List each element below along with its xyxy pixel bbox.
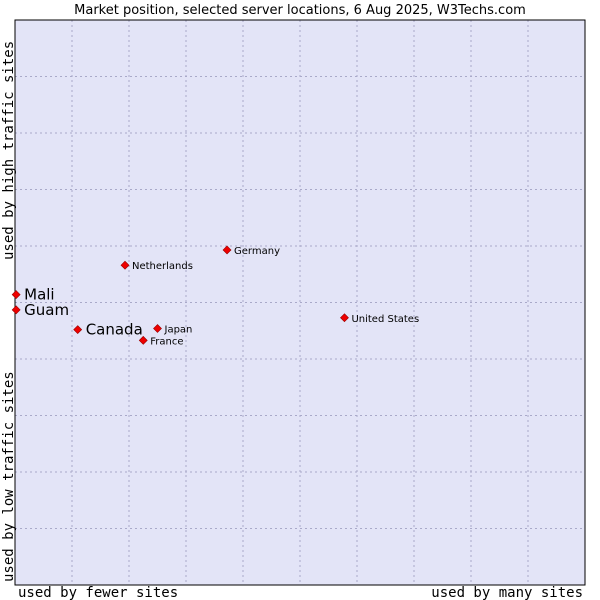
point-label-japan: Japan [164,324,193,335]
point-label-france: France [150,336,183,347]
point-label-canada: Canada [86,321,143,339]
point-marker-guam [11,305,21,315]
chart-title: Market position, selected server locatio… [74,3,526,18]
point-marker-netherlands [120,260,130,270]
x-axis-label-left: used by fewer sites [18,585,178,600]
point-label-united-states: United States [351,314,419,325]
point-label-mali: Mali [24,286,54,304]
point-marker-united-states [340,313,349,323]
point-label-netherlands: Netherlands [132,261,193,272]
point-marker-japan [153,324,162,333]
point-label-guam: Guam [24,301,69,319]
point-label-germany: Germany [234,246,280,257]
plot-border [14,19,586,586]
grid-lines [15,20,585,585]
y-axis-label-top: used by high traffic sites [1,41,17,260]
point-marker-germany [222,245,232,255]
point-marker-france [138,335,148,345]
y-axis-label-bottom: used by low traffic sites [1,371,17,582]
point-marker-canada [73,325,83,335]
x-axis-label-right: used by many sites [431,585,583,600]
point-marker-mali [11,290,21,300]
